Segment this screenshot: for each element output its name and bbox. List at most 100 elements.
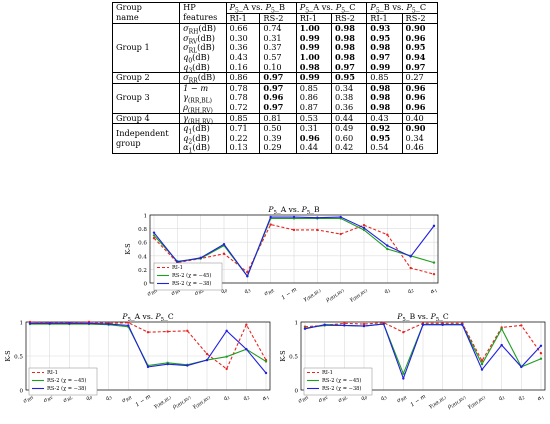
data-point [264,360,268,363]
header-text: Group [116,2,142,12]
feature-subscript: RV [188,38,198,46]
feature-subscript: RH [188,28,199,36]
comparison-p: P [299,2,306,12]
category-symbol: 1 − m [410,394,427,409]
feature-cell: q2(dB) [179,133,227,146]
category-symbol: q [406,288,413,295]
comparison-sub: 5 [271,7,275,15]
category-symbol: q [383,288,390,295]
comparison-sub: 5 [411,7,416,15]
feature-cell: ρ(RH,RV) [179,102,227,114]
feature-unit: (dB) [192,61,210,72]
y-tick-label: 0.6 [138,241,147,247]
category-symbol: q [243,288,250,295]
value-cell: 0.95 [330,72,368,84]
y-tick-label: 0.8 [138,227,147,233]
group-name-cell: Group 4 [111,112,181,125]
category-symbol: σ [396,397,403,404]
value-cell: 0.13 [225,142,261,154]
value-cell: 0.49 [330,123,368,134]
title-p: P [301,205,308,214]
value-cell: 0.90 [401,23,439,34]
data-point [520,365,523,369]
category-subscript: 2 [245,395,251,401]
comparison-sub: 5 [235,7,239,15]
data-point [362,324,366,328]
data-point [127,321,130,324]
data-point [225,367,228,371]
table-row: γ(RR,BL) 0.78 0.96 0.86 0.38 0.98 0.96 [113,92,439,105]
data-point [186,329,189,333]
ks-table: Group name HP features P5_A vs. P5_B P5_A vs.… [111,1,439,154]
data-point [323,323,326,326]
data-point [409,266,412,270]
plot-frame [149,214,439,284]
y-tick-label: 0 [19,389,23,395]
title-end: _C [439,312,449,321]
legend-entry: RI-1 [172,265,183,271]
feature-subscript: 2 [188,138,193,146]
category-subscript: (RH,RV) [175,395,192,409]
value-cell: 0.34 [401,133,439,144]
data-point [441,323,444,326]
category-subscript: 2 [409,288,415,294]
title-p: P [267,205,274,214]
feature-symbol: γ [183,112,188,123]
data-point [166,330,169,333]
plot-frame [300,321,546,391]
chart-title: P5_B vs. P5_C [396,312,449,323]
method-header: RS-2 [259,12,297,25]
group-name-cell: Group 3 [111,82,181,114]
y-tick-label: 1 [143,214,147,220]
title-end: _B [310,205,320,214]
category-tick-label: q3 [243,286,252,295]
feature-symbol: α [183,142,189,153]
data-point [539,352,543,355]
legend-box [28,367,98,396]
category-tick-label: q3 [379,393,388,402]
category-symbol: σ [263,290,270,297]
category-symbol: ρ [171,403,179,411]
data-point [432,224,436,228]
category-symbol: ρ [324,296,332,304]
value-cell: 0.54 [366,142,403,154]
feature-subscript: 3 [188,67,193,75]
category-subscript: (RH,RV) [470,395,487,409]
category-subscript: 1 [226,395,231,401]
value-cell: 0.98 [366,102,403,114]
comparison-sub: 5 [375,7,380,15]
feature-subscript: (RR,BL) [187,97,212,105]
data-point [152,236,156,240]
category-tick-label: γ(RH,RV) [466,393,486,410]
comparison-p: P [406,2,412,12]
data-point [269,223,272,226]
title-end: _C [164,312,174,321]
data-point [245,323,248,326]
chart-title: P5_A vs. P5_B [267,205,320,216]
title-p: P [396,312,403,321]
data-point [222,243,226,246]
data-point [269,215,272,219]
data-point [292,228,296,232]
comparison-header: P5_B vs. P5_C [366,2,438,15]
value-cell: 0.97 [401,62,439,74]
data-point [199,256,202,260]
feature-unit: (dB) [198,23,217,34]
category-subscript: 1 [265,395,270,401]
data-point [48,322,51,325]
category-symbol: q [379,395,386,402]
title-sub: 5 [274,210,277,216]
value-cell: 0.85 [225,112,261,125]
category-tick-label: γ(RH,RV) [191,393,211,410]
y-tick-label: 0.2 [138,268,147,274]
data-point [539,357,543,360]
comparison-end: _B [274,2,285,12]
category-subscript: 0 [363,395,368,401]
legend-entry: RS-2 (χ = −38) [172,280,211,287]
data-point [539,344,543,347]
category-tick-label: ρ(RH,RV) [171,393,192,411]
comparison-p: P [335,2,342,12]
feature-symbol: γ [183,92,188,103]
value-cell: 0.98 [330,43,368,53]
category-subscript: RH [25,395,34,404]
